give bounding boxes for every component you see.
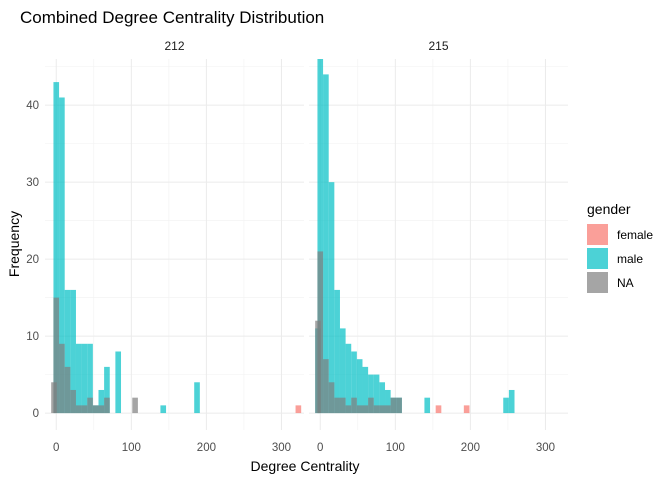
x-tick-label: 200 bbox=[197, 442, 216, 454]
histogram-bar-NA bbox=[328, 382, 335, 414]
y-axis-title: Frequency bbox=[6, 211, 22, 277]
histogram-bar-male bbox=[368, 374, 374, 414]
histogram-bar-NA bbox=[339, 397, 346, 414]
x-tick-label: 0 bbox=[317, 442, 323, 454]
histogram-bar-NA bbox=[345, 405, 352, 414]
histogram-bar-NA bbox=[373, 405, 380, 414]
histogram-bar-NA bbox=[81, 405, 88, 414]
x-axis-title: Degree Centrality bbox=[251, 458, 360, 474]
histogram-bar-NA bbox=[317, 251, 324, 414]
histogram-bar-NA bbox=[379, 405, 386, 414]
y-tick-label: 10 bbox=[26, 331, 39, 343]
x-tick-label: 100 bbox=[386, 442, 405, 454]
histogram-bar-male bbox=[339, 328, 346, 414]
histogram-bar-male bbox=[160, 405, 167, 414]
histogram-bar-male bbox=[81, 343, 88, 414]
facet-panel-215: 215 0 100 200 300 bbox=[309, 39, 568, 454]
histogram-bar-male bbox=[70, 289, 76, 414]
facet-panel-212: 212 0 100 200 300 0 10 20 30 40 bbox=[26, 39, 304, 454]
histogram-bar-female bbox=[463, 405, 470, 414]
histogram-bar-male bbox=[351, 351, 357, 414]
histogram-bar-male bbox=[104, 366, 110, 414]
histogram-bar-male bbox=[87, 343, 93, 414]
histogram-bar-female bbox=[435, 405, 442, 414]
histogram-bar-male bbox=[59, 97, 65, 414]
y-tick-label: 40 bbox=[26, 100, 39, 112]
histogram-bar-NA bbox=[323, 359, 329, 414]
histogram-bar-male bbox=[334, 289, 340, 414]
x-tick-label: 0 bbox=[53, 442, 59, 454]
legend-key-male bbox=[587, 248, 608, 269]
histogram-bar-NA bbox=[53, 297, 60, 414]
histogram-bar-NA bbox=[75, 405, 82, 414]
histogram-bar-NA bbox=[396, 397, 402, 414]
histogram-bar-NA bbox=[132, 397, 138, 414]
legend-key-female bbox=[587, 224, 608, 245]
facet-panels: 212 0 100 200 300 0 10 20 30 40 215 0 100 200 300 bbox=[26, 39, 568, 454]
histogram-bar-male bbox=[379, 382, 386, 414]
histogram-bar-male bbox=[356, 359, 363, 414]
x-tick-label: 300 bbox=[272, 442, 291, 454]
legend-key-NA bbox=[587, 272, 608, 293]
histogram-bar-NA bbox=[104, 397, 110, 414]
histogram-bar-NA bbox=[87, 397, 93, 414]
histogram-bar-male bbox=[373, 374, 380, 414]
histogram-bar-NA bbox=[351, 397, 357, 414]
histogram-bar-NA bbox=[362, 405, 369, 414]
x-tick-label: 300 bbox=[536, 442, 555, 454]
histogram-bar-male bbox=[328, 182, 335, 414]
histogram-bar-NA bbox=[334, 397, 340, 414]
histogram-bar-male bbox=[508, 389, 515, 414]
histogram-bar-NA bbox=[98, 405, 105, 414]
legend-label-NA: NA bbox=[617, 276, 634, 290]
histogram-bar-male bbox=[345, 343, 352, 414]
y-tick-label: 30 bbox=[26, 177, 39, 189]
histogram-bar-male bbox=[323, 74, 329, 414]
facet-strip-label: 212 bbox=[164, 39, 184, 53]
histogram-bar-NA bbox=[368, 397, 374, 414]
histogram-bar-male bbox=[503, 397, 509, 414]
legend-label-male: male bbox=[617, 252, 643, 266]
histogram-bar-NA bbox=[385, 405, 391, 414]
histogram-bar-male bbox=[424, 397, 431, 414]
legend-label-female: female bbox=[617, 228, 653, 242]
histogram-bar-NA bbox=[64, 366, 71, 414]
facet-strip-label: 215 bbox=[428, 39, 448, 53]
histogram-bar-male bbox=[385, 389, 391, 414]
histogram-bar-NA bbox=[92, 405, 99, 414]
histogram-bar-male bbox=[98, 389, 105, 414]
histogram-bar-male bbox=[64, 289, 71, 414]
histogram-bar-NA bbox=[356, 405, 363, 414]
chart-title: Combined Degree Centrality Distribution bbox=[20, 8, 324, 27]
y-tick-label: 0 bbox=[33, 408, 39, 420]
histogram-bar-male bbox=[53, 82, 60, 414]
histogram-bar-female bbox=[295, 405, 302, 414]
histogram-bar-NA bbox=[70, 389, 76, 414]
x-tick-label: 100 bbox=[122, 442, 141, 454]
y-tick-label: 20 bbox=[26, 254, 39, 266]
histogram-bar-male bbox=[362, 366, 369, 414]
histogram-bar-NA bbox=[59, 343, 65, 414]
histogram-bar-male bbox=[115, 351, 122, 414]
legend: gender female male NA bbox=[587, 201, 653, 293]
histogram-bar-male bbox=[75, 343, 82, 414]
histogram-bar-NA bbox=[390, 397, 397, 414]
histogram-bar-male bbox=[317, 59, 324, 414]
x-tick-label: 200 bbox=[461, 442, 480, 454]
histogram-bar-male bbox=[194, 382, 200, 414]
legend-title: gender bbox=[587, 201, 631, 217]
